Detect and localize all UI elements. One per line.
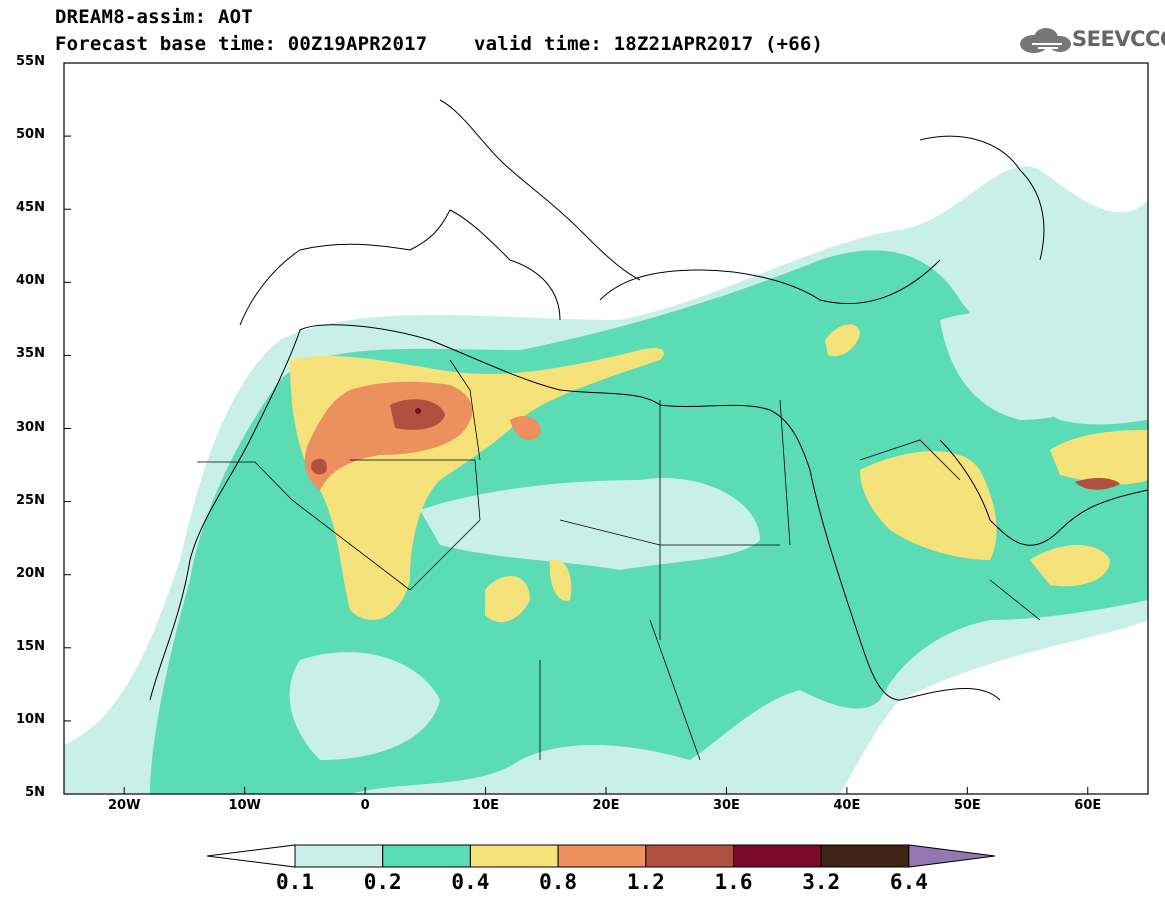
colorbar-label: 0.8 — [539, 870, 578, 894]
chart-title: DREAM8-assim: AOT — [55, 6, 253, 28]
country-borders — [197, 359, 1041, 761]
colorbar-label: 1.2 — [626, 870, 665, 894]
lat-label: 35N — [16, 346, 45, 362]
lon-label: 10E — [472, 798, 500, 813]
lat-label: 45N — [16, 200, 45, 216]
lat-label: 5N — [25, 785, 45, 800]
aot-level-0.1-inner2 — [289, 652, 440, 760]
cloud-icon — [1020, 28, 1071, 53]
lat-label: 40N — [16, 273, 45, 289]
chart-subtitle: Forecast base time: 00Z19APR2017 valid t… — [55, 33, 824, 55]
logo-text: SEEVCCC — [1072, 27, 1165, 51]
colorbar-label: 6.4 — [889, 870, 928, 894]
lon-label: 20E — [592, 798, 620, 813]
colorbar-label: 0.1 — [276, 870, 314, 894]
lat-label: 10N — [16, 711, 45, 727]
lat-label: 25N — [16, 492, 45, 508]
lon-label: 10W — [228, 798, 261, 813]
lon-label: 20W — [108, 798, 141, 813]
aot-level-0.4-oman — [1030, 545, 1110, 587]
aot-level-0.4-sahel1 — [485, 576, 530, 623]
colorbar-label: 1.6 — [714, 870, 753, 894]
lon-label: 0 — [360, 798, 370, 813]
aot-level-0.1-inner — [420, 478, 760, 570]
lon-label: 30E — [712, 798, 740, 813]
coastlines — [149, 99, 1148, 701]
lon-label: 60E — [1074, 798, 1102, 813]
aot-level-1.2-gulf — [1075, 477, 1120, 490]
aot-level-0.4-gulf — [1050, 430, 1148, 485]
aot-level-1.6 — [415, 408, 421, 414]
colorbar-label: 0.2 — [363, 870, 402, 894]
colorbar-label: 0.4 — [451, 870, 490, 894]
aot-level-0.4-sahel2 — [549, 559, 572, 601]
aot-level-0.8-east — [510, 415, 541, 440]
aot-level-1.2-b — [311, 458, 327, 475]
lat-label: 15N — [16, 638, 45, 654]
aot-fields — [64, 99, 1148, 794]
lon-label: 50E — [953, 798, 981, 813]
aot-level-1.2 — [390, 399, 445, 430]
lat-label: 50N — [16, 127, 45, 143]
aot-level-0.1-inner3 — [940, 312, 1102, 420]
colorbar-label: 3.2 — [802, 870, 841, 894]
lat-label: 20N — [16, 565, 45, 581]
lon-label: 40E — [833, 798, 861, 813]
lat-label: 30N — [16, 419, 45, 435]
aot-level-0.4-arabia — [860, 451, 997, 560]
aot-level-0.4-levant — [825, 324, 860, 357]
lat-label: 55N — [16, 54, 45, 69]
axis-ticks — [64, 62, 1089, 795]
